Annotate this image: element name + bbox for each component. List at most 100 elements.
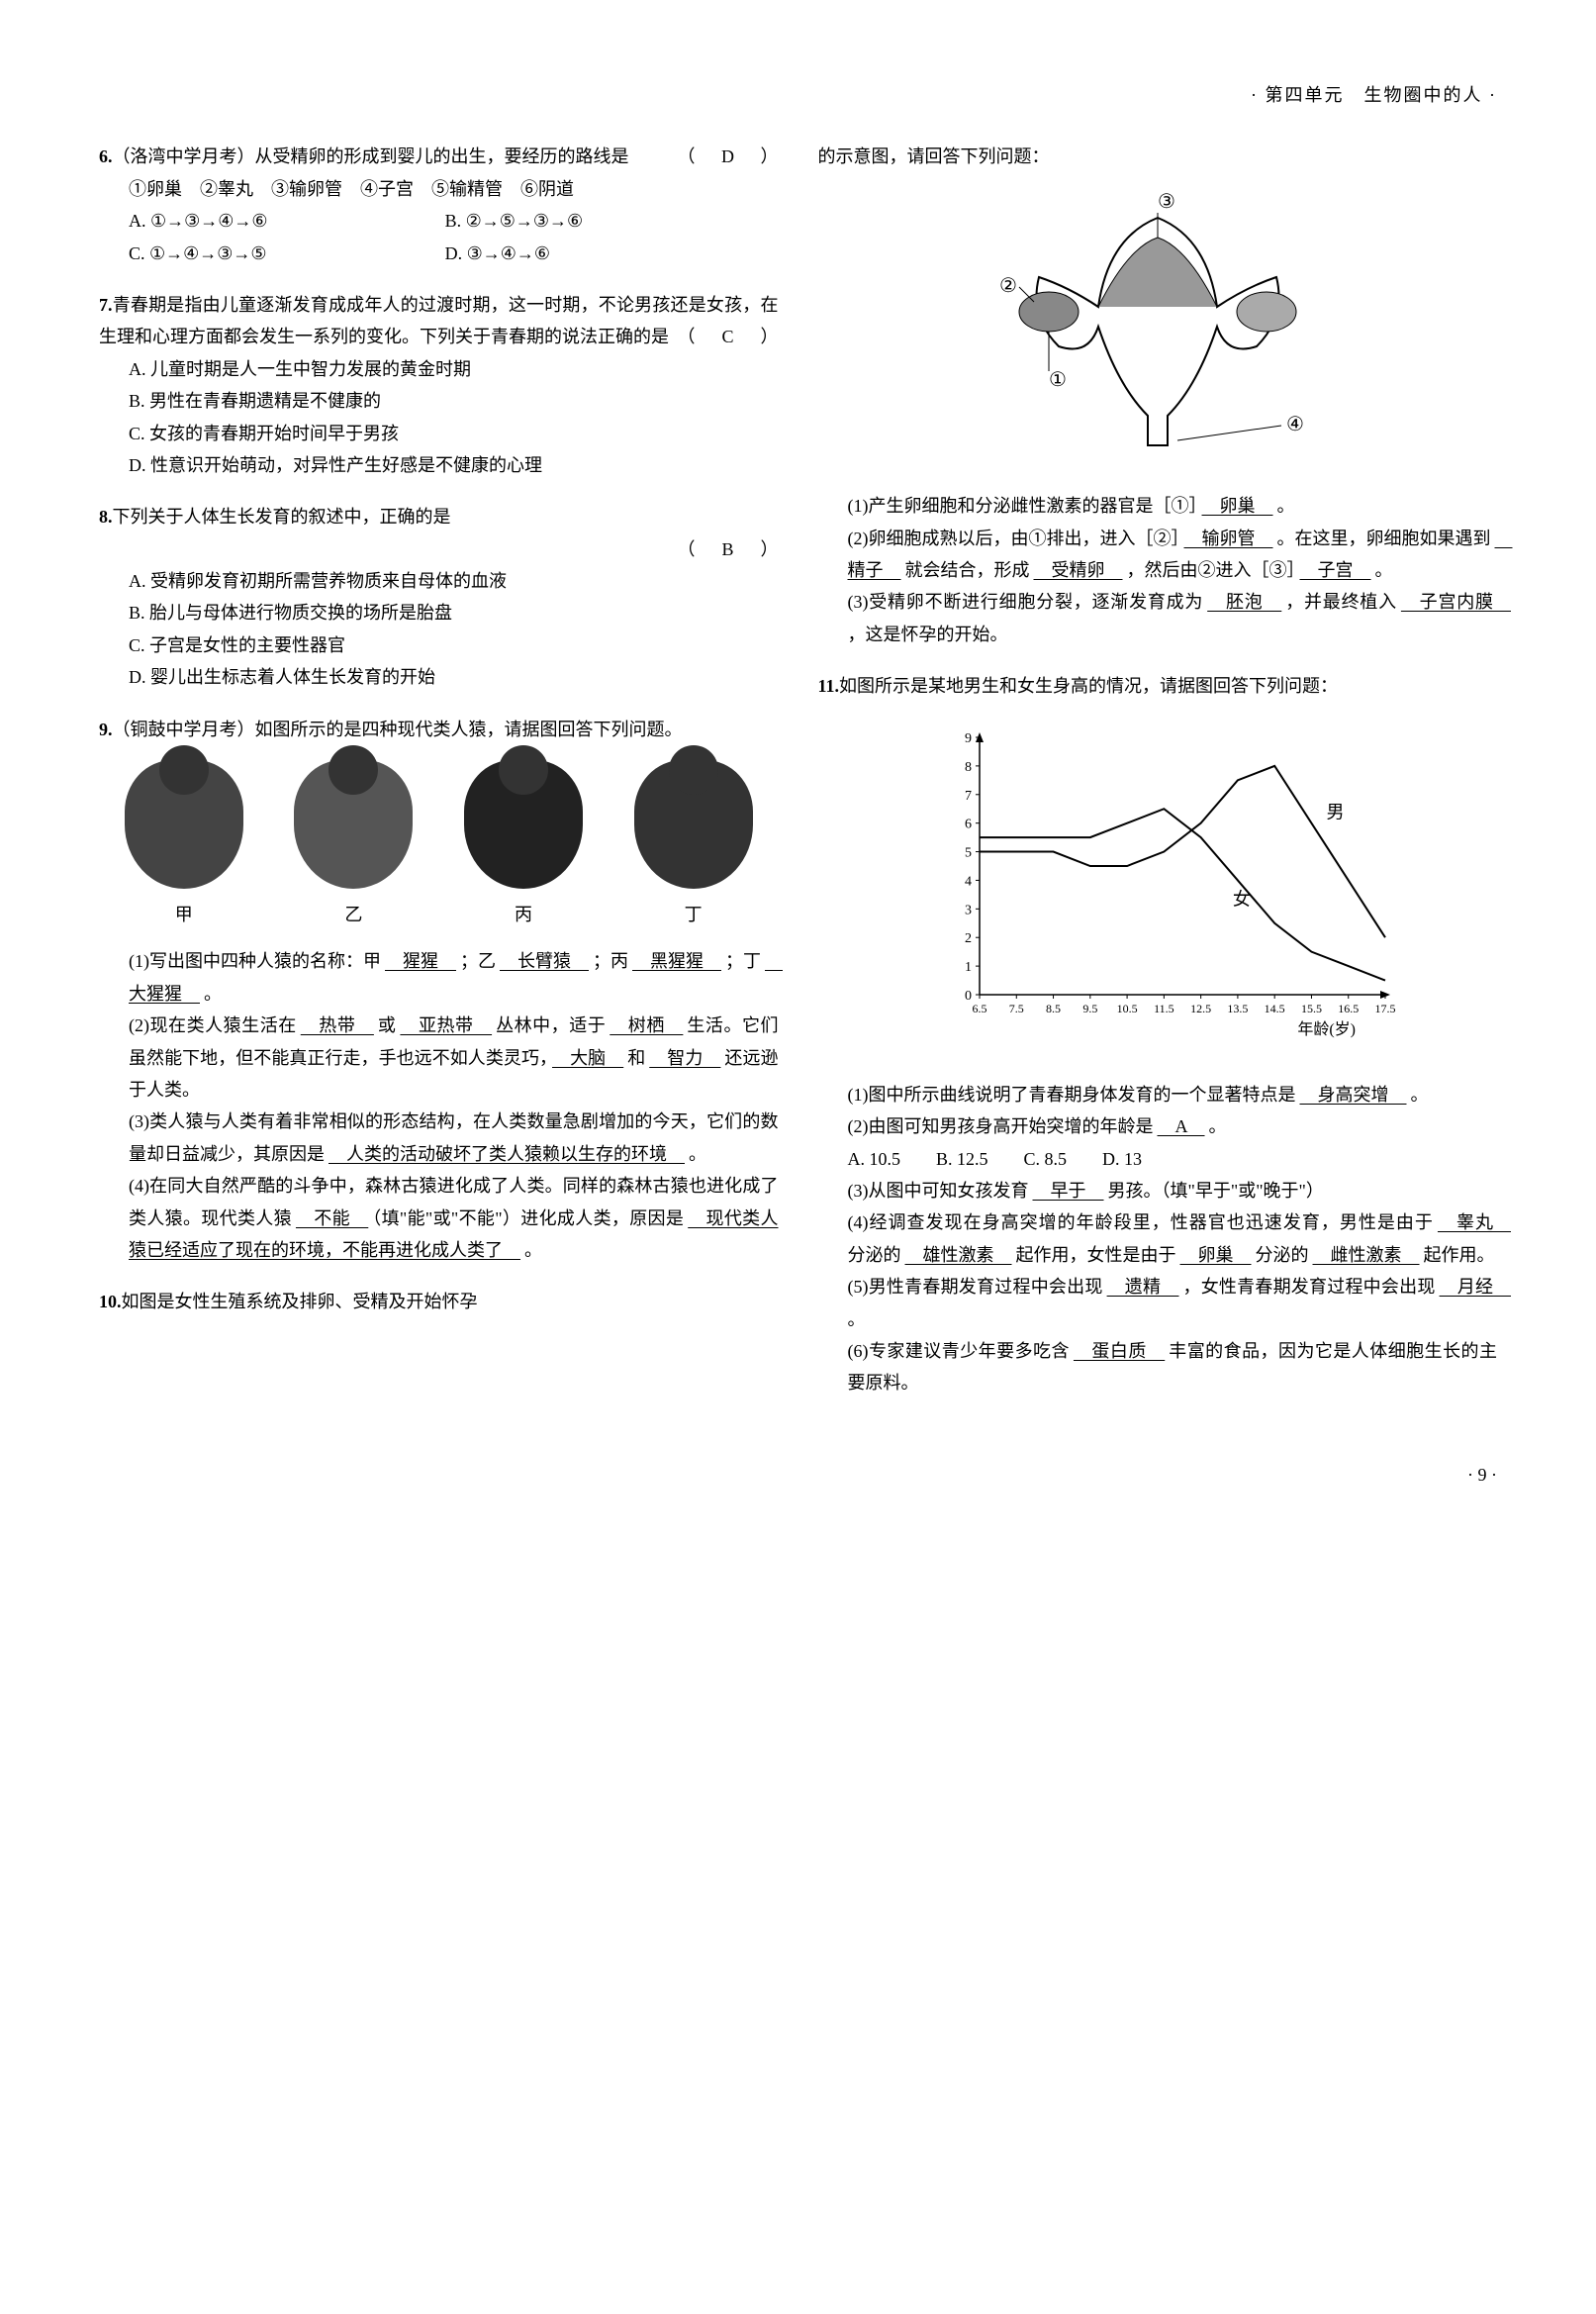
q9-sub3: (3)类人猿与人类有着非常相似的形态结构，在人类数量急剧增加的今天，它们的数量却… xyxy=(99,1106,779,1170)
q9-sub3-end: 。 xyxy=(689,1144,706,1164)
left-column: 6.（洛湾中学月考）从受精卵的形成到婴儿的出生，要经历的路线是 （ D ） ①卵… xyxy=(99,141,779,1418)
q11-ans4b: 雄性激素 xyxy=(901,1245,1016,1265)
q6-optA: A. ①→③→④→⑥ xyxy=(129,205,440,237)
svg-text:4: 4 xyxy=(965,874,972,889)
svg-text:6.5: 6.5 xyxy=(972,1002,986,1015)
q11-ans4c: 卵巢 xyxy=(1176,1245,1256,1265)
q9-sub4: (4)在同大自然严酷的斗争中，森林古猿进化成了人类。同样的森林古猿也进化成了类人… xyxy=(99,1170,779,1266)
q8-text: 下列关于人体生长发育的叙述中，正确的是 xyxy=(113,507,451,527)
q11-sub4-mid3: 分泌的 xyxy=(1256,1245,1309,1265)
q10-text: 如图是女性生殖系统及排卵、受精及开始怀孕 xyxy=(122,1292,478,1311)
q8-optC: C. 子宫是女性的主要性器官 xyxy=(99,629,779,661)
svg-text:13.5: 13.5 xyxy=(1227,1002,1248,1015)
q9-ans4a: 不能 xyxy=(292,1208,372,1228)
q11-sub5-mid1: ，女性青春期发育过程中会出现 xyxy=(1182,1277,1435,1297)
q11-sub2-end: 。 xyxy=(1209,1116,1227,1136)
q11-sub3-end: 男孩。（填"早于"或"晚于"） xyxy=(1108,1181,1324,1201)
q10-sub2-mid1: 。在这里，卵细胞如果遇到 xyxy=(1277,529,1491,548)
q9-ans2c: 树栖 xyxy=(606,1015,687,1035)
q11-ans5a: 遗精 xyxy=(1103,1277,1183,1297)
svg-text:10.5: 10.5 xyxy=(1116,1002,1137,1015)
ape-label-yi: 乙 xyxy=(344,905,362,924)
q9-sub2: (2)现在类人猿生活在 热带 或 亚热带 丛林中，适于 树栖 生活。它们虽然能下… xyxy=(99,1010,779,1106)
q10-num: 10. xyxy=(99,1292,122,1311)
q10-sub2-end: 。 xyxy=(1375,560,1393,580)
ape-yi: 乙 xyxy=(279,760,428,930)
q11-sub1: (1)图中所示曲线说明了青春期身体发育的一个显著特点是 身高突增 。 xyxy=(818,1079,1498,1110)
q6-optB: B. ②→⑤→③→⑥ xyxy=(445,211,584,231)
q8-optD: D. 婴儿出生标志着人体生长发育的开始 xyxy=(99,661,779,693)
svg-text:12.5: 12.5 xyxy=(1190,1002,1211,1015)
q11-sub1-end: 。 xyxy=(1411,1085,1429,1105)
q10-sub3-end: ，这是怀孕的开始。 xyxy=(848,625,1008,644)
q11-sub2: (2)由图可知男孩身高开始突增的年龄是 A 。 A. 10.5 B. 12.5 … xyxy=(818,1110,1498,1175)
q9-sub2-pre: (2)现在类人猿生活在 xyxy=(129,1015,297,1035)
content-area: 6.（洛湾中学月考）从受精卵的形成到婴儿的出生，要经历的路线是 （ D ） ①卵… xyxy=(99,141,1497,1418)
label-4: ④ xyxy=(1286,414,1304,435)
svg-text:11.5: 11.5 xyxy=(1154,1002,1174,1015)
q11-sub5-end: 。 xyxy=(848,1309,866,1329)
ape-label-bing: 丙 xyxy=(515,905,532,924)
question-7: 7.青春期是指由儿童逐渐发育成成年人的过渡时期，这一时期，不论男孩还是女孩，在生… xyxy=(99,289,779,481)
label-3: ③ xyxy=(1158,191,1175,213)
svg-text:男: 男 xyxy=(1326,802,1344,821)
q10-ans1: 卵巢 xyxy=(1198,496,1277,516)
q9-sub2-mid1: 或 xyxy=(378,1015,397,1035)
svg-text:17.5: 17.5 xyxy=(1374,1002,1395,1015)
q6-answer-paren: （ D ） xyxy=(678,141,779,172)
q9-ans1b: 长臂猿 xyxy=(496,951,593,971)
svg-text:6: 6 xyxy=(965,817,972,831)
q11-sub5: (5)男性青春期发育过程中会出现 遗精 ，女性青春期发育过程中会出现 月经 。 xyxy=(818,1271,1498,1335)
q9-ans2a: 热带 xyxy=(297,1015,378,1035)
ape-images: 甲 乙 丙 丁 xyxy=(99,760,779,930)
ape-label-ding: 丁 xyxy=(685,905,703,924)
q8-optB: B. 胎儿与母体进行物质交换的场所是胎盘 xyxy=(99,597,779,628)
q7-num: 7. xyxy=(99,295,113,315)
svg-text:年龄(岁): 年龄(岁) xyxy=(1297,1020,1356,1038)
q9-sub1-mid1: ；乙 xyxy=(460,951,496,971)
q9-sub2-mid4: 和 xyxy=(627,1048,645,1068)
question-9: 9.（铜鼓中学月考）如图所示的是四种现代类人猿，请据图回答下列问题。 甲 乙 丙… xyxy=(99,714,779,1267)
q11-sub4-pre: (4)经调查发现在身高突增的年龄段里，性器官也迅速发育，男性是由于 xyxy=(848,1212,1434,1232)
q11-sub2-pre: (2)由图可知男孩身高开始突增的年龄是 xyxy=(848,1116,1154,1136)
q10-ans2a: 输卵管 xyxy=(1180,529,1277,548)
q11-ans1: 身高突增 xyxy=(1296,1085,1411,1105)
q9-ans1a: 猩猩 xyxy=(381,951,460,971)
q10-sub2-mid3: ，然后由②进入［③］ xyxy=(1127,560,1296,580)
ape-label-jia: 甲 xyxy=(175,905,193,924)
q6-options-row2: C. ①→④→③→⑤ D. ③→④→⑥ xyxy=(99,238,779,269)
q10-sub1-pre: (1)产生卵细胞和分泌雌性激素的器官是［①］ xyxy=(848,496,1198,516)
q9-sub4-mid1: （填"能"或"不能"）进化成人类，原因是 xyxy=(372,1208,684,1228)
q9-ans2d: 大脑 xyxy=(548,1048,627,1068)
q11-ans5b: 月经 xyxy=(1436,1277,1515,1297)
q7-answer: C xyxy=(713,321,743,352)
q9-sub1-end: 。 xyxy=(204,984,222,1004)
q10-sub3-pre: (3)受精卵不断进行细胞分裂，逐渐发育成为 xyxy=(848,592,1204,612)
q11-ans3: 早于 xyxy=(1029,1181,1108,1201)
q11-sub4: (4)经调查发现在身高突增的年龄段里，性器官也迅速发育，男性是由于 睾丸 分泌的… xyxy=(818,1206,1498,1271)
ape-jia: 甲 xyxy=(109,760,258,930)
q8-answer: B xyxy=(713,533,743,565)
ape-bing: 丙 xyxy=(449,760,599,930)
q6-num: 6. xyxy=(99,146,113,166)
q7-optA: A. 儿童时期是人一生中智力发展的黄金时期 xyxy=(99,353,779,385)
svg-text:7.5: 7.5 xyxy=(1009,1002,1024,1015)
q8-optA: A. 受精卵发育初期所需营养物质来自母体的血液 xyxy=(99,565,779,597)
q10-sub3-mid1: ，并最终植入 xyxy=(1285,592,1397,612)
q10-sub2: (2)卵细胞成熟以后，由①排出，进入［②］ 输卵管 。在这里，卵细胞如果遇到 精… xyxy=(818,523,1498,587)
q9-ans1c: 黑猩猩 xyxy=(628,951,725,971)
q11-num: 11. xyxy=(818,676,840,696)
q9-source: （铜鼓中学月考） xyxy=(113,720,255,739)
q11-ans4a: 睾丸 xyxy=(1434,1212,1515,1232)
svg-text:16.5: 16.5 xyxy=(1338,1002,1359,1015)
svg-text:女: 女 xyxy=(1233,889,1251,909)
q7-optC: C. 女孩的青春期开始时间早于男孩 xyxy=(99,418,779,449)
svg-text:2: 2 xyxy=(965,931,972,946)
q9-text: 如图所示的是四种现代类人猿，请据图回答下列问题。 xyxy=(255,720,683,739)
height-chart: 01234567896.57.58.59.510.511.512.513.514… xyxy=(818,718,1498,1064)
q11-sub6-pre: (6)专家建议青少年要多吃含 xyxy=(848,1341,1070,1361)
q9-ans2e: 智力 xyxy=(645,1048,724,1068)
q6-optD: D. ③→④→⑥ xyxy=(445,243,550,263)
q10-ans3b: 子宫内膜 xyxy=(1397,592,1515,612)
q6-options-row1: A. ①→③→④→⑥ B. ②→⑤→③→⑥ xyxy=(99,205,779,237)
